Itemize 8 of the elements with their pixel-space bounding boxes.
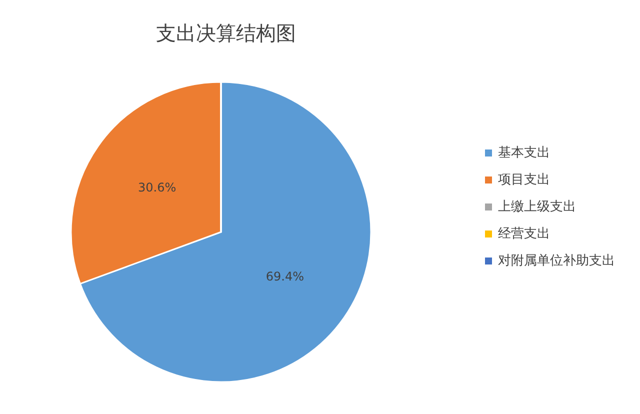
chart-title: 支出决算结构图 xyxy=(156,21,296,45)
legend-label: 上缴上级支出 xyxy=(498,200,576,214)
legend-label: 对附属单位补助支出 xyxy=(498,254,615,268)
data-label: 30.6% xyxy=(138,180,176,194)
legend-label: 基本支出 xyxy=(498,146,550,160)
data-label: 69.4% xyxy=(266,270,304,284)
legend-label: 项目支出 xyxy=(498,172,550,188)
legend-label: 经营支出 xyxy=(498,226,550,242)
